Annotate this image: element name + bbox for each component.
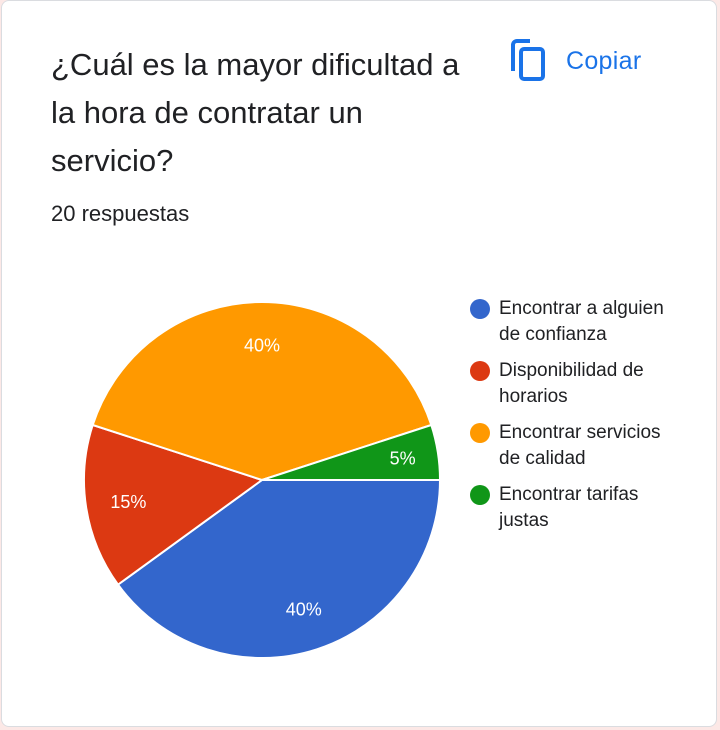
legend-item[interactable]: Encontrar servicios de calidad [470, 420, 670, 472]
legend-label: Encontrar tarifas justas [499, 482, 670, 534]
slice-label: 40% [244, 336, 280, 356]
slice-label: 40% [286, 600, 322, 620]
legend-label: Disponibilidad de horarios [499, 358, 670, 410]
legend-label: Encontrar a alguien de confianza [499, 296, 670, 348]
slice-label: 5% [390, 449, 416, 469]
legend-swatch [470, 423, 490, 443]
legend-swatch [470, 485, 490, 505]
legend-item[interactable]: Encontrar a alguien de confianza [470, 296, 670, 348]
slice-label: 15% [110, 492, 146, 512]
legend-item[interactable]: Encontrar tarifas justas [470, 482, 670, 534]
legend-swatch [470, 361, 490, 381]
legend-swatch [470, 299, 490, 319]
chart-legend: Encontrar a alguien de confianza Disponib… [470, 296, 670, 544]
legend-item[interactable]: Disponibilidad de horarios [470, 358, 670, 410]
legend-label: Encontrar servicios de calidad [499, 420, 670, 472]
